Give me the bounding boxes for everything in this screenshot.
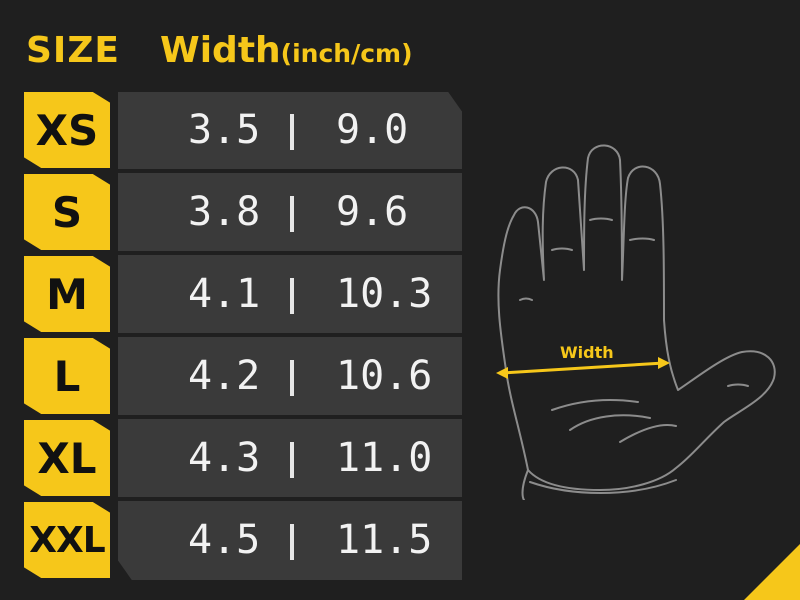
width-header-label: Width: [160, 30, 281, 71]
inch-value: 4.1: [188, 271, 261, 317]
glove-hand-outline-icon: Width: [496, 144, 776, 500]
table-row: 4.3 11.0: [118, 420, 462, 496]
value-separator: [290, 278, 294, 314]
corner-accent: [744, 544, 800, 600]
size-cell-xxl: XXL: [24, 502, 110, 578]
width-header: Width(inch/cm): [160, 30, 413, 71]
value-separator: [290, 442, 294, 478]
table-row: 4.5 11.5: [118, 502, 462, 578]
table-row: 3.5 9.0: [118, 92, 462, 168]
cm-value: 10.3: [336, 271, 433, 317]
size-header: SIZE: [26, 30, 121, 71]
inch-value: 4.2: [188, 353, 261, 399]
value-separator: [290, 524, 294, 560]
table-row: 3.8 9.6: [118, 174, 462, 250]
size-cell-xl: XL: [24, 420, 110, 496]
inch-value: 4.5: [188, 517, 261, 563]
inch-value: 3.5: [188, 107, 261, 153]
unit-label: (inch/cm): [280, 39, 413, 68]
cm-value: 10.6: [336, 353, 433, 399]
row-divider: [118, 497, 462, 501]
cm-value: 11.5: [336, 517, 433, 563]
inch-value: 4.3: [188, 435, 261, 481]
cm-value: 9.6: [336, 189, 409, 235]
cm-value: 9.0: [336, 107, 409, 153]
table-row: 4.1 10.3: [118, 256, 462, 332]
cm-value: 11.0: [336, 435, 433, 481]
row-divider: [118, 415, 462, 419]
row-divider: [118, 251, 462, 255]
table-row: 4.2 10.6: [118, 338, 462, 414]
size-cell-m: M: [24, 256, 110, 332]
value-separator: [290, 196, 294, 232]
value-separator: [290, 360, 294, 396]
row-divider: [118, 333, 462, 337]
size-cell-s: S: [24, 174, 110, 250]
row-divider: [118, 169, 462, 173]
inch-value: 3.8: [188, 189, 261, 235]
size-cell-l: L: [24, 338, 110, 414]
value-separator: [290, 114, 294, 150]
width-measure-label: Width: [560, 343, 614, 362]
size-cell-xs: XS: [24, 92, 110, 168]
